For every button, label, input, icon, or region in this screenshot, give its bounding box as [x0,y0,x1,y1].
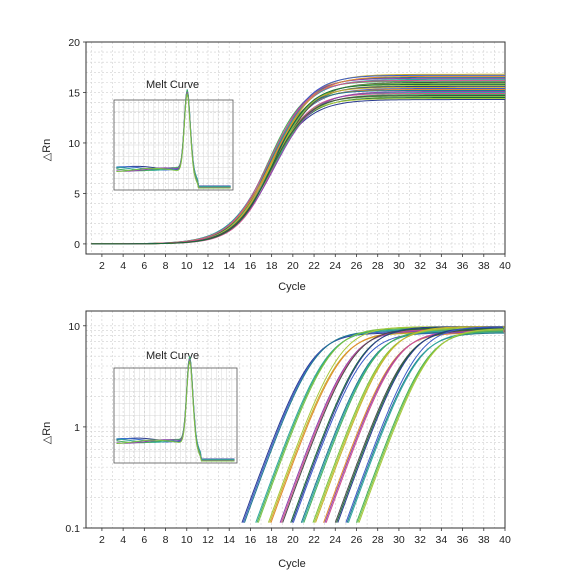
amplification-curve [91,74,505,245]
x-tick-label: 30 [393,260,405,272]
x-tick-label: 6 [141,534,147,546]
amplification-curve [300,331,503,523]
x-tick-labels: 2 4 6 8 10 12 14 16 18 20 22 24 26 28 30 32 34 36 38 40 [99,254,511,272]
inset-series [116,356,235,462]
y-tick-label: 0 [74,239,80,251]
amplification-curve [345,326,503,523]
x-tick-label: 18 [266,260,278,272]
plot-frame [85,310,506,529]
y-tick-label: 0.1 [65,523,80,535]
x-tick-label: 16 [245,260,257,272]
inset-frame [113,99,234,191]
x-tick-label: 20 [287,534,299,546]
x-tick-label: 4 [120,534,126,546]
chart-linear: 2 4 6 8 10 12 14 16 18 20 22 24 26 28 30 32 34 36 38 40 051… [41,37,511,293]
y-tick-label: 10 [68,138,80,150]
amplification-curve [357,329,505,523]
x-tick-label: 28 [372,534,384,546]
x-tick-label: 2 [99,534,105,546]
x-tick-label: 2 [99,260,105,272]
melt-curve-inset: Melt Curve [113,79,234,191]
amplification-curve [91,77,505,245]
inset-title: Melt Curve [146,79,199,91]
x-tick-label: 38 [478,534,490,546]
x-tick-label: 12 [202,260,214,272]
x-axis-label: Cycle [278,281,306,293]
x-tick-label: 34 [436,260,448,272]
x-tick-label: 40 [499,260,511,272]
y-tick-label: 1 [74,422,80,434]
x-tick-label: 22 [308,260,320,272]
melt-curve-line [116,360,235,462]
plot-frame [85,41,506,255]
amplification-curve [269,332,504,523]
x-tick-label: 36 [457,534,469,546]
inset-grid [114,100,233,190]
amplification-curve [257,327,505,523]
x-tick-label: 34 [436,534,448,546]
amplification-curve [91,75,505,245]
x-tick-label: 38 [478,260,490,272]
x-tick-label: 14 [223,534,235,546]
x-tick-label: 26 [351,534,363,546]
grid [86,42,505,254]
x-tick-label: 32 [414,534,426,546]
x-tick-labels: 2 4 6 8 10 12 14 16 18 20 22 24 26 28 30 32 34 36 38 40 [99,528,511,546]
y-axis-label: △Rn [41,139,53,162]
y-tick-label: 20 [68,37,80,49]
x-tick-label: 24 [329,534,341,546]
x-tick-label: 10 [181,260,193,272]
melt-curve-line [116,93,231,189]
x-tick-label: 8 [163,534,169,546]
amplification-curve [91,80,505,245]
x-tick-label: 18 [266,534,278,546]
amplification-curve [356,330,503,523]
x-tick-label: 28 [372,260,384,272]
amplification-curve [315,326,505,523]
y-axis-label: △Rn [41,422,53,445]
amplification-curve [256,328,504,523]
x-tick-label: 26 [351,260,363,272]
x-tick-label: 20 [287,260,299,272]
amplification-curve [358,328,504,523]
melt-curve-inset: Melt Curve [113,350,238,464]
inset-title: Melt Curve [146,350,199,362]
x-tick-label: 4 [120,260,126,272]
series-group [91,73,505,245]
x-tick-label: 6 [141,260,147,272]
x-tick-label: 24 [329,260,341,272]
x-tick-label: 30 [393,534,405,546]
x-tick-label: 40 [499,534,511,546]
x-tick-label: 14 [223,260,235,272]
x-tick-label: 12 [202,534,214,546]
x-tick-label: 22 [308,534,320,546]
x-tick-label: 10 [181,534,193,546]
y-tick-label: 5 [74,188,80,200]
amplification-curve [91,78,505,245]
x-axis-label: Cycle [278,558,306,570]
x-tick-label: 36 [457,260,469,272]
x-tick-label: 16 [245,534,257,546]
x-tick-label: 8 [163,260,169,272]
y-tick-labels: 0.1 1 10 [65,321,86,535]
amplification-curve [91,79,505,245]
x-tick-label: 32 [414,260,426,272]
chart-log: 2 4 6 8 10 12 14 16 18 20 22 24 26 28 30 32 34 36 38 40 0.1… [41,310,511,570]
amplification-curve [91,83,505,245]
inset-series [116,89,231,189]
inset-frame [113,367,238,464]
amplification-curve [337,327,504,523]
inset-grid [114,368,237,463]
y-tick-label: 10 [68,321,80,333]
y-tick-label: 15 [68,87,80,99]
y-tick-labels: 0 5 10 15 20 [68,37,86,251]
series-group [241,326,505,523]
